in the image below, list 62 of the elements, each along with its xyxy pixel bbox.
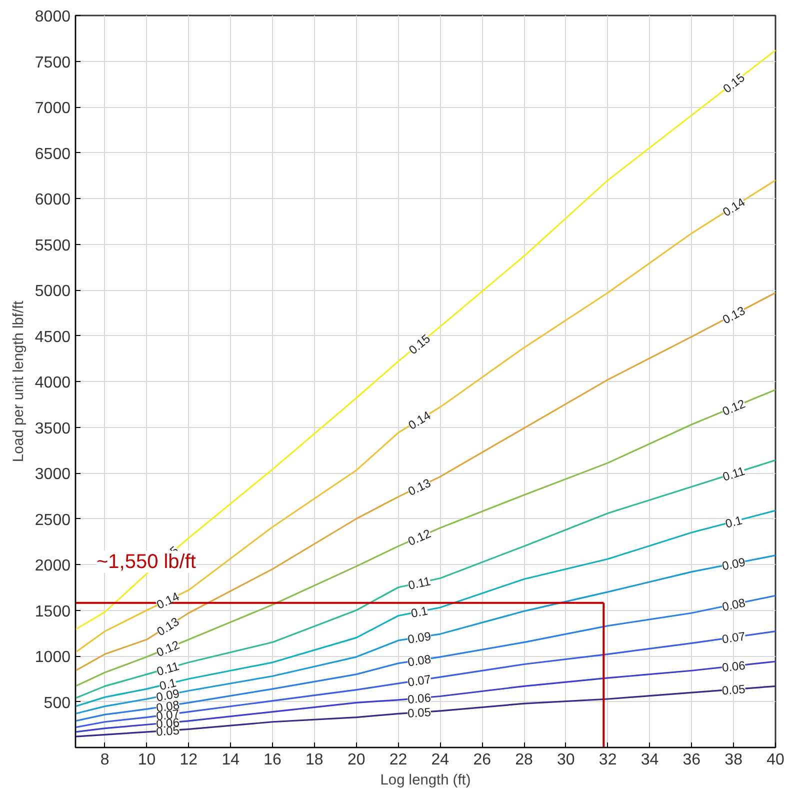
text: 0.07	[406, 672, 432, 690]
x-tick-label: 18	[306, 752, 324, 768]
y-tick-label: 5500	[34, 237, 71, 254]
text: 0.14	[720, 194, 748, 220]
ref-line-label: ~1,550 lb/ft	[96, 550, 196, 573]
x-tick-label: 40	[766, 752, 784, 768]
y-tick-label: 1500	[34, 603, 71, 620]
x-tick-label: 16	[264, 752, 282, 768]
text: 0.09	[406, 629, 432, 646]
series-label: 0.06	[407, 690, 432, 707]
text: 0.05	[407, 705, 432, 721]
x-tick-label: 8	[100, 752, 110, 768]
text: 0.09	[720, 554, 747, 574]
x-tick-label: 30	[557, 752, 575, 768]
y-tick-label: 3500	[34, 420, 71, 438]
text: 0.07	[721, 629, 747, 646]
text: 0.15	[720, 70, 748, 96]
text: 0.12	[406, 526, 433, 549]
text: 0.14	[154, 589, 182, 612]
y-tick-label: 500	[44, 694, 71, 712]
x-tick-label: 24	[431, 752, 450, 768]
x-tick-label: 10	[138, 752, 156, 768]
text: 0.13	[154, 614, 182, 639]
text: 0.13	[406, 476, 433, 499]
text: 0.08	[720, 596, 747, 614]
x-tick-label: 22	[389, 752, 408, 768]
y-tick-label: 4000	[34, 374, 71, 392]
y-tick-label: 2500	[34, 512, 71, 529]
text: 0.13	[720, 304, 748, 327]
text: 0.06	[721, 658, 746, 675]
x-tick-label: 20	[347, 752, 366, 768]
y-tick-label: 8000	[34, 8, 71, 26]
text: 0.11	[155, 659, 181, 679]
x-tick-label: 14	[222, 752, 240, 768]
y-tick-label: 3000	[34, 466, 71, 483]
text: 0.12	[720, 396, 748, 419]
text: 0.12	[154, 638, 182, 660]
x-tick-label: 34	[640, 752, 659, 768]
y-tick-label: 7000	[34, 100, 71, 117]
text: 0.11	[720, 464, 747, 484]
y-tick-label: 6500	[34, 146, 71, 163]
x-tick-label: 38	[724, 752, 743, 768]
x-axis-title: Log length (ft)	[380, 772, 471, 788]
text: 0.1	[410, 604, 429, 621]
x-tick-label: 32	[598, 752, 617, 768]
text: 0.15	[406, 332, 433, 358]
text: 0.08	[406, 652, 432, 670]
y-tick-label: 1000	[34, 649, 71, 666]
text: 0.11	[406, 574, 432, 593]
y-tick-label: 2000	[34, 558, 71, 574]
y-tick-label: 4500	[34, 328, 71, 346]
x-tick-label: 36	[682, 752, 701, 768]
x-tick-label: 28	[515, 752, 534, 768]
text: 0.1	[724, 513, 744, 531]
text: 0.05	[721, 682, 746, 698]
x-tick-label: 26	[473, 752, 492, 768]
y-axis-title: Load per unit length lbf/ft	[10, 300, 27, 462]
x-tick-label: 12	[180, 752, 198, 768]
y-tick-label: 6000	[34, 192, 71, 208]
y-tick-label: 5000	[34, 283, 71, 300]
y-tick-label: 7500	[34, 54, 71, 72]
text: 0.14	[406, 408, 434, 432]
